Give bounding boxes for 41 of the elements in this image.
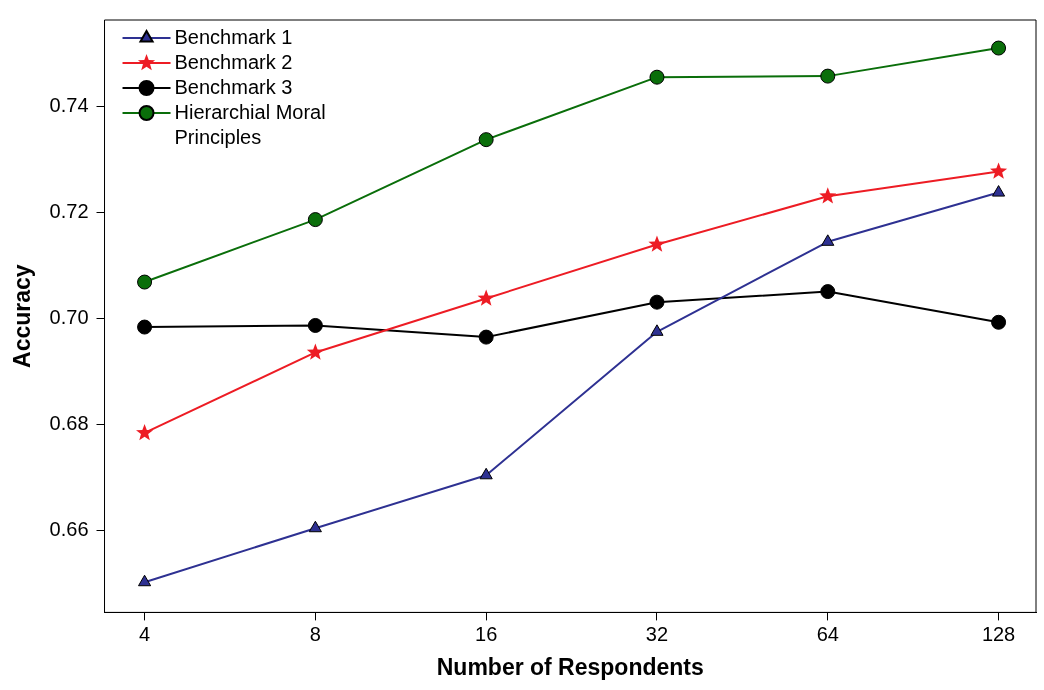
x-tick-label: 64: [816, 622, 839, 645]
point: [308, 520, 322, 533]
legend-label: Benchmark 2: [174, 50, 293, 73]
point: [137, 319, 153, 335]
point: [478, 329, 494, 345]
point: [136, 423, 154, 441]
point: [479, 467, 493, 480]
point: [648, 235, 666, 252]
point: [649, 294, 665, 310]
x-tick-label: 16: [475, 622, 498, 645]
point: [820, 284, 836, 300]
point: [991, 40, 1007, 56]
point: [650, 324, 664, 336]
x-tick-label: 32: [645, 622, 669, 645]
point: [307, 317, 323, 333]
legend-label: Benchmark 3: [174, 75, 293, 98]
point: [819, 187, 837, 204]
point: [649, 69, 665, 85]
point: [477, 289, 495, 306]
point: [821, 234, 835, 246]
point: [991, 314, 1007, 330]
legend-label: Hierarchial Moral Principles: [174, 100, 326, 148]
y-axis-title: Accuracy: [9, 264, 36, 368]
y-tick-label: 0.68: [49, 411, 89, 434]
point: [990, 162, 1008, 179]
x-axis-title: Number of Respondents: [436, 653, 704, 680]
point: [138, 574, 152, 587]
point: [992, 185, 1006, 197]
legend-label: Benchmark 1: [174, 25, 293, 48]
y-tick-label: 0.66: [49, 517, 89, 540]
point: [478, 132, 494, 148]
y-tick-label: 0.70: [49, 306, 89, 329]
y-tick-label: 0.72: [49, 200, 89, 223]
y-tick-label: 0.74: [49, 94, 89, 117]
point: [307, 212, 323, 228]
point: [820, 68, 836, 84]
x-tick-label: 4: [139, 622, 151, 645]
x-tick-label: 128: [981, 622, 1016, 645]
point: [137, 274, 153, 290]
point: [306, 343, 324, 360]
x-tick-label: 8: [309, 622, 321, 645]
